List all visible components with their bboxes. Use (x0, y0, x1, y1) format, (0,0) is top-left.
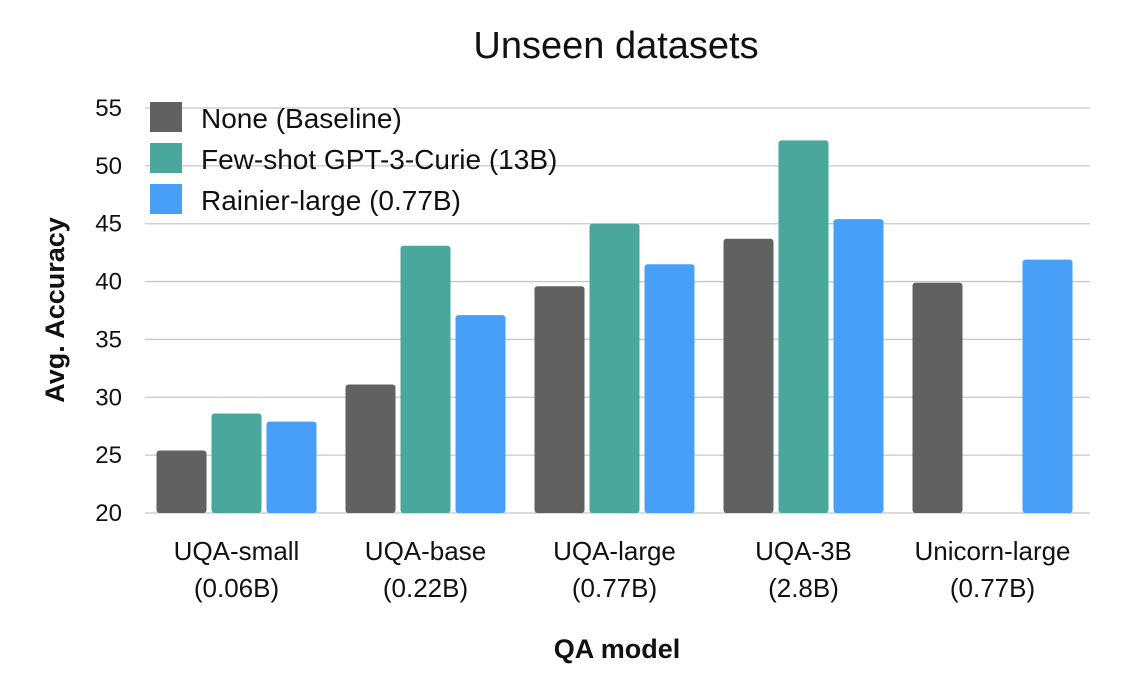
x-category-label: UQA-large (553, 536, 676, 566)
bar-rainier-large-0-77b-2 (644, 264, 695, 513)
x-category-label: UQA-base (365, 536, 486, 566)
y-tick-labels: 20 25 30 35 40 45 50 55 (95, 95, 122, 527)
y-tick-label: 45 (95, 211, 122, 238)
x-category-label: (2.8B) (768, 573, 839, 603)
y-tick-label: 50 (95, 153, 122, 180)
bar-none-baseline-3 (723, 238, 774, 513)
y-tick-label: 40 (95, 269, 122, 296)
y-tick-label: 30 (95, 384, 122, 411)
bar-few-shot-gpt-3-curie-13b-1 (400, 245, 451, 513)
bar-few-shot-gpt-3-curie-13b-0 (211, 413, 262, 513)
y-tick-label: 25 (95, 442, 122, 469)
legend-swatch (150, 143, 182, 173)
x-category-label: Unicorn-large (914, 536, 1070, 566)
y-tick-label: 35 (95, 326, 122, 353)
bar-rainier-large-0-77b-4 (1022, 259, 1073, 513)
legend: None (Baseline) Few-shot GPT-3-Curie (13B… (150, 102, 557, 216)
x-axis-title: QA model (554, 634, 681, 664)
bars (156, 140, 1073, 514)
x-category-label: UQA-3B (755, 536, 852, 566)
bar-rainier-large-0-77b-1 (455, 315, 506, 513)
legend-label: Rainier-large (0.77B) (201, 185, 461, 216)
legend-label: None (Baseline) (201, 103, 402, 134)
y-tick-label: 55 (95, 95, 122, 122)
x-category-labels: UQA-small (0.06B) UQA-base (0.22B) UQA-large… (174, 536, 1071, 603)
bar-none-baseline-1 (345, 384, 396, 513)
bar-few-shot-gpt-3-curie-13b-2 (589, 223, 640, 513)
x-category-label: UQA-small (174, 536, 300, 566)
bar-rainier-large-0-77b-0 (266, 421, 317, 513)
bar-none-baseline-0 (156, 450, 207, 513)
x-category-label: (0.77B) (572, 573, 657, 603)
x-category-label: (0.22B) (383, 573, 468, 603)
bar-rainier-large-0-77b-3 (833, 219, 884, 514)
chart-title: Unseen datasets (473, 25, 758, 67)
x-category-label: (0.77B) (950, 573, 1035, 603)
bar-none-baseline-2 (534, 286, 585, 513)
x-category-label: (0.06B) (194, 573, 279, 603)
bar-none-baseline-4 (912, 282, 963, 513)
y-tick-label: 20 (95, 500, 122, 527)
legend-label: Few-shot GPT-3-Curie (13B) (201, 144, 557, 175)
y-axis-title: Avg. Accuracy (40, 217, 70, 403)
bar-few-shot-gpt-3-curie-13b-3 (778, 140, 829, 513)
legend-swatch (150, 102, 182, 132)
legend-swatch (150, 184, 182, 214)
